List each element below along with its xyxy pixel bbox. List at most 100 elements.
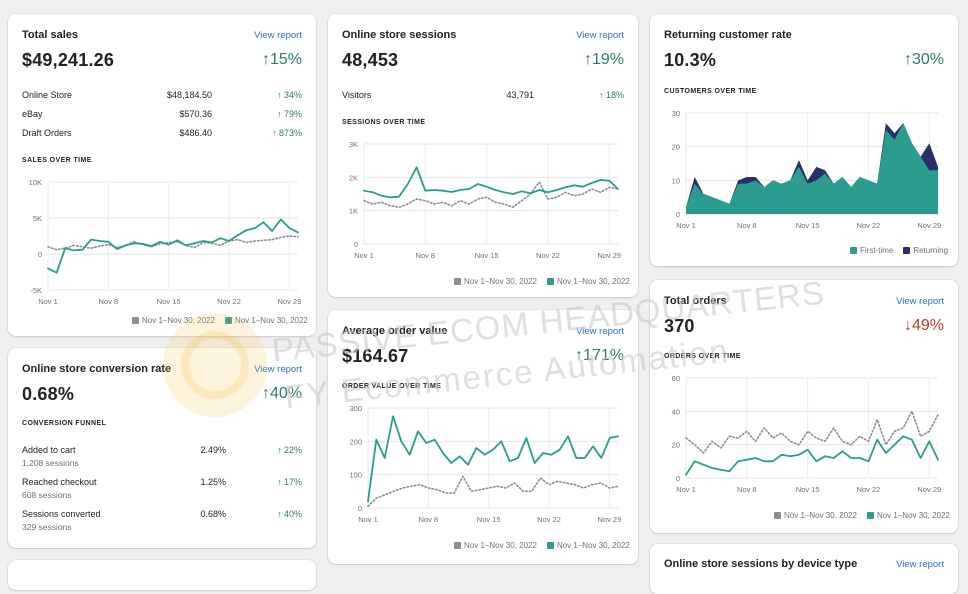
x-tick-label: Nov 8 <box>419 515 439 524</box>
y-tick-label: 5K <box>33 214 42 223</box>
view-report-link[interactable]: View report <box>576 30 624 41</box>
breakdown-row: Visitors 43,791 ↑ 18% <box>342 90 624 106</box>
previous-period-line <box>367 475 619 508</box>
card-title: Average order value <box>342 325 448 337</box>
online-store-sessions-card: Online store sessions View report 48,453… <box>328 14 638 297</box>
view-report-link[interactable]: View report <box>254 30 302 41</box>
card-title: Online store sessions <box>342 29 457 41</box>
y-tick-label: 300 <box>349 404 362 413</box>
x-tick-label: Nov 15 <box>796 485 820 494</box>
current-period-line <box>685 435 939 476</box>
previous-period-line <box>685 410 939 454</box>
chart-legend: First-time Returning <box>850 246 948 255</box>
breakdown-row: eBay $570.36 ↑ 79% <box>22 109 302 125</box>
step-rate: 1.25% <box>200 477 226 487</box>
change-indicator: ↓49% <box>903 317 944 334</box>
chart-legend: Nov 1–Nov 30, 2022 Nov 1–Nov 30, 2022 <box>132 316 308 325</box>
order-value-chart: 300 200 100 0 Nov 1 Nov 8 Nov 15 Nov 22 Nov 29 <box>349 404 621 524</box>
view-report-link[interactable]: View report <box>576 326 624 337</box>
row-amount: $570.36 <box>179 109 212 119</box>
y-tick-label: 30 <box>672 109 680 118</box>
change-indicator: ↑171% <box>575 347 624 364</box>
y-tick-label: 0 <box>676 474 680 483</box>
view-report-link[interactable]: View report <box>254 364 302 375</box>
step-sessions: 329 sessions <box>22 522 72 532</box>
row-change: ↑ 18% <box>598 90 624 100</box>
section-label: CUSTOMERS OVER TIME <box>664 88 757 95</box>
row-change: ↑ 79% <box>276 109 302 119</box>
legend-item-previous: Nov 1–Nov 30, 2022 <box>454 277 537 286</box>
x-tick-label: Nov 29 <box>597 251 621 260</box>
x-tick-label: Nov 22 <box>217 297 241 306</box>
x-tick-label: Nov 29 <box>277 297 301 306</box>
x-tick-label: Nov 29 <box>917 485 941 494</box>
breakdown-row: Online Store $48,184.50 ↑ 34% <box>22 90 302 106</box>
x-tick-label: Nov 22 <box>857 221 881 230</box>
row-label: Online Store <box>22 90 73 100</box>
aov-value: $164.67 <box>342 346 409 366</box>
step-label: Reached checkout <box>22 477 97 487</box>
partial-card-bottom-left <box>8 560 316 590</box>
y-tick-label: 10K <box>29 178 42 187</box>
x-tick-label: Nov 15 <box>157 297 181 306</box>
y-tick-label: 100 <box>349 471 362 480</box>
funnel-step: Reached checkout 608 sessions 1.25% ↑ 17… <box>22 477 302 500</box>
step-change: ↑ 17% <box>276 477 302 487</box>
y-tick-label: 60 <box>672 374 680 383</box>
total-sales-value: $49,241.26 <box>22 50 115 70</box>
x-tick-label: Nov 1 <box>358 515 378 524</box>
change-indicator: ↑19% <box>583 51 624 68</box>
step-rate: 0.68% <box>200 509 226 519</box>
area-series-first-time <box>686 123 938 214</box>
x-tick-label: Nov 29 <box>597 515 621 524</box>
sessions-by-device-card: Online store sessions by device type Vie… <box>650 544 958 594</box>
row-amount: 43,791 <box>506 90 534 100</box>
x-tick-label: Nov 15 <box>475 251 499 260</box>
returning-rate-value: 10.3% <box>664 50 717 70</box>
x-tick-label: Nov 22 <box>537 515 561 524</box>
x-tick-label: Nov 1 <box>676 485 696 494</box>
returning-customer-rate-card: Returning customer rate 10.3% ↑30% CUSTO… <box>650 14 958 266</box>
x-tick-label: Nov 29 <box>917 221 941 230</box>
x-tick-label: Nov 1 <box>354 251 374 260</box>
change-indicator: ↑40% <box>261 385 302 402</box>
section-label: SALES OVER TIME <box>22 157 92 164</box>
x-tick-label: Nov 8 <box>737 485 757 494</box>
customers-chart: 30 20 10 0 Nov 1 Nov 8 Nov 15 Nov 22 Nov 29 <box>672 109 942 230</box>
x-tick-label: Nov 1 <box>38 297 58 306</box>
sales-chart: 10K 5K 0 -5K Nov 1 Nov 8 Nov 15 Nov 22 Nov 29 <box>29 178 302 306</box>
step-sessions: 608 sessions <box>22 490 72 500</box>
conversion-rate-value: 0.68% <box>22 384 75 404</box>
section-label: ORDERS OVER TIME <box>664 353 741 360</box>
y-tick-label: -5K <box>30 286 42 295</box>
x-tick-label: Nov 1 <box>676 221 696 230</box>
step-change: ↑ 22% <box>276 445 302 455</box>
row-change: ↑ 34% <box>276 90 302 100</box>
y-tick-label: 0 <box>38 250 42 259</box>
section-label: SESSIONS OVER TIME <box>342 119 426 126</box>
view-report-link[interactable]: View report <box>896 559 944 570</box>
conversion-rate-card: Online store conversion rate View report… <box>8 348 316 548</box>
legend-item-current: Nov 1–Nov 30, 2022 <box>546 541 630 550</box>
legend-item-current: Nov 1–Nov 30, 2022 <box>224 316 308 325</box>
breakdown-row: Draft Orders $486.40 ↑ 873% <box>22 128 302 144</box>
step-label: Sessions converted <box>22 509 101 519</box>
x-tick-label: Nov 22 <box>857 485 881 494</box>
y-tick-label: 0 <box>358 504 362 513</box>
y-tick-label: 200 <box>349 437 362 446</box>
step-change: ↑ 40% <box>276 509 302 519</box>
card-title: Online store sessions by device type <box>664 558 858 570</box>
sessions-value: 48,453 <box>342 50 399 70</box>
current-period-line <box>47 218 299 274</box>
orders-value: 370 <box>664 316 695 336</box>
funnel-step: Added to cart 1,208 sessions 2.49% ↑ 22% <box>22 445 302 468</box>
y-tick-label: 2K <box>349 173 358 182</box>
y-tick-label: 10 <box>672 176 680 185</box>
legend-item-first-time: First-time <box>850 246 893 255</box>
step-rate: 2.49% <box>200 445 226 455</box>
legend-item-previous: Nov 1–Nov 30, 2022 <box>132 316 215 325</box>
funnel-step: Sessions converted 329 sessions 0.68% ↑ … <box>22 509 302 532</box>
view-report-link[interactable]: View report <box>896 296 944 307</box>
row-label: Visitors <box>342 90 372 100</box>
legend-item-returning: Returning <box>903 246 948 255</box>
